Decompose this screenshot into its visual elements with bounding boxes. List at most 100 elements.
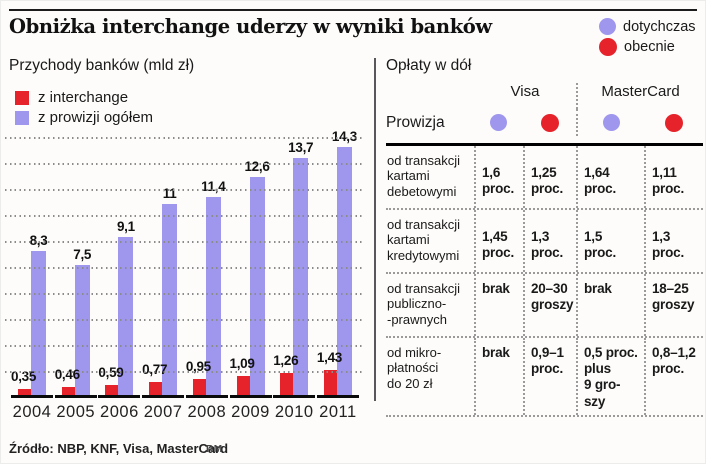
table-cell: 1,45 proc. xyxy=(474,210,523,272)
value-label-interchange: 1,43 xyxy=(316,350,342,366)
bar-interchange xyxy=(192,378,206,395)
bar-prowizje xyxy=(336,147,352,395)
visa-obecnie-circle-cell xyxy=(523,109,576,136)
bar-prowizje xyxy=(31,251,46,395)
table-cell: 0,8–1,2 proc. xyxy=(644,338,703,415)
gridline xyxy=(5,137,363,139)
legend-label: dotychczas xyxy=(623,18,696,35)
obecnie-circle-icon xyxy=(599,37,617,56)
value-label-interchange: 1,26 xyxy=(273,353,299,369)
vertical-divider xyxy=(374,58,376,401)
table-cell: 0,5 proc. plus 9 gro- szy xyxy=(576,338,644,415)
bar-interchange xyxy=(323,370,337,395)
gridline xyxy=(5,241,363,243)
red-swatch-icon xyxy=(15,90,29,105)
table-cell: 1,11 proc. xyxy=(644,146,703,208)
value-label-prowizje: 13,7 xyxy=(288,139,314,155)
group-header-mastercard: MasterCard xyxy=(576,83,703,109)
value-label-prowizje: 14,3 xyxy=(329,129,360,144)
table-row: od mikro- płatności do 20 zł brak 0,9–1 pr… xyxy=(386,338,703,417)
value-label-interchange: 0,46 xyxy=(54,367,80,383)
value-label-interchange: 0,95 xyxy=(185,358,211,374)
legend-item-dotychczas: dotychczas xyxy=(599,17,696,36)
value-label-prowizje: 12,6 xyxy=(244,158,270,174)
bar-group-2007: 0,77 11 2007 xyxy=(142,135,185,421)
gridline xyxy=(5,319,363,321)
gridline xyxy=(5,345,363,347)
row-label: od transakcji kartami kredytowymi xyxy=(387,217,460,263)
chart-legend: z interchange z prowizji ogółem xyxy=(15,89,154,126)
table-row: od transakcji publiczno- -prawnych brak 20… xyxy=(386,274,703,338)
legend-label: obecnie xyxy=(624,38,675,55)
source-line: Źródło: NBP, KNF, Visa, MasterCard xyxy=(9,441,229,456)
value-label-prowizje: 7,5 xyxy=(73,247,92,262)
x-axis-label: 2007 xyxy=(143,403,183,421)
obecnie-circle-icon xyxy=(540,113,559,132)
bar-interchange xyxy=(105,384,119,395)
bar-prowizje xyxy=(74,265,90,395)
table-group-header: Visa MasterCard xyxy=(386,83,703,109)
bar-interchange xyxy=(236,376,250,395)
gridline xyxy=(5,293,363,295)
value-label-prowizje: 11,4 xyxy=(201,179,226,195)
purple-swatch-icon xyxy=(15,110,29,125)
bar-group-2005: 0,46 7,5 2005 xyxy=(54,135,97,421)
legend-label: z prowizji ogółem xyxy=(38,109,154,126)
row-label: od transakcji publiczno- -prawnych xyxy=(387,281,460,327)
table-cell: 1,5 proc. xyxy=(576,210,644,272)
table-cell: 1,25 proc. xyxy=(523,146,576,208)
dotychczas-circle-icon xyxy=(490,114,507,131)
bar-prowizje xyxy=(118,237,134,395)
x-axis-label: 2006 xyxy=(100,403,139,421)
bar-group-2009: 1,09 12,6 2009 xyxy=(229,135,272,421)
chart-plot: 0,358,320040,46 7,5 20050,599,120060,77112… xyxy=(5,129,363,421)
table-cell: brak xyxy=(474,338,523,415)
fees-table: Opłaty w dół Visa MasterCard Prowizja od… xyxy=(386,57,703,417)
bar-interchange xyxy=(149,381,163,395)
spacer xyxy=(386,83,474,109)
status-legend: dotychczas obecnie xyxy=(599,17,696,56)
legend-label: z interchange xyxy=(38,89,129,106)
bar-prowizje xyxy=(162,204,178,395)
obecnie-circle-icon xyxy=(664,113,683,132)
table-title: Opłaty w dół xyxy=(386,57,472,74)
table-cell: 1,6 proc. xyxy=(474,146,523,208)
bar-group-2011: 1,43 14,3 2011 xyxy=(316,129,359,421)
value-label-interchange: 0,77 xyxy=(142,361,168,377)
bar-group-2004: 0,358,32004 xyxy=(11,135,54,421)
table-cell: brak xyxy=(474,274,523,336)
group-header-visa: Visa xyxy=(510,83,540,100)
bar-interchange xyxy=(18,388,31,395)
table-cell: 0,9–1 proc. xyxy=(523,338,576,415)
mc-dotychczas-circle-cell xyxy=(576,109,644,136)
gridline xyxy=(5,215,363,217)
x-axis-label: 2005 xyxy=(56,403,96,421)
table-subheader: Prowizja xyxy=(386,109,703,136)
value-label-interchange: 1,09 xyxy=(229,356,255,372)
row-label: od mikro- płatności do 20 zł xyxy=(387,345,442,391)
x-axis-label: 2010 xyxy=(274,403,314,421)
gridline xyxy=(5,163,363,165)
row-header-prowizja: Prowizja xyxy=(386,113,445,131)
page-title: Obniżka interchange uderzy w wyniki bank… xyxy=(9,15,492,38)
x-axis-label: 2009 xyxy=(231,403,270,421)
table-body: od transakcji kartami debetowymi 1,6 proc… xyxy=(386,146,703,417)
dotychczas-circle-icon xyxy=(599,18,616,35)
legend-item-prowizje: z prowizji ogółem xyxy=(15,109,154,126)
visa-dotychczas-circle-cell xyxy=(474,109,523,136)
mc-obecnie-circle-cell xyxy=(644,109,703,136)
chart-title: Przychody banków (mld zł) xyxy=(9,57,195,74)
value-label-prowizje: 8,3 xyxy=(23,233,54,248)
gridline xyxy=(5,267,363,269)
table-cell: brak xyxy=(576,274,644,336)
table-cell: 1,3 proc. xyxy=(644,210,703,272)
gridline xyxy=(5,371,363,373)
top-rule xyxy=(9,9,697,11)
table-header-rule xyxy=(386,143,703,146)
credit: RM xyxy=(206,444,223,455)
table-cell: 1,3 proc. xyxy=(523,210,576,272)
x-axis-label: 2011 xyxy=(319,403,357,421)
table-cell: 20–30 groszy xyxy=(523,274,576,336)
